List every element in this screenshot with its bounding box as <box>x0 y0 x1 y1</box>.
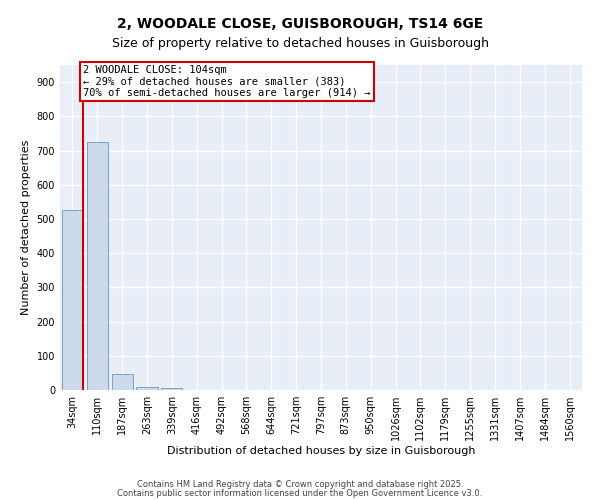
X-axis label: Distribution of detached houses by size in Guisborough: Distribution of detached houses by size … <box>167 446 475 456</box>
Text: 2 WOODALE CLOSE: 104sqm
← 29% of detached houses are smaller (383)
70% of semi-d: 2 WOODALE CLOSE: 104sqm ← 29% of detache… <box>83 65 370 98</box>
Bar <box>136 388 158 390</box>
Bar <box>87 142 108 390</box>
Bar <box>112 374 133 390</box>
Y-axis label: Number of detached properties: Number of detached properties <box>21 140 31 315</box>
Bar <box>62 210 83 390</box>
Text: Size of property relative to detached houses in Guisborough: Size of property relative to detached ho… <box>112 38 488 51</box>
Text: Contains public sector information licensed under the Open Government Licence v3: Contains public sector information licen… <box>118 488 482 498</box>
Text: Contains HM Land Registry data © Crown copyright and database right 2025.: Contains HM Land Registry data © Crown c… <box>137 480 463 489</box>
Text: 2, WOODALE CLOSE, GUISBOROUGH, TS14 6GE: 2, WOODALE CLOSE, GUISBOROUGH, TS14 6GE <box>117 18 483 32</box>
Bar <box>161 388 182 390</box>
